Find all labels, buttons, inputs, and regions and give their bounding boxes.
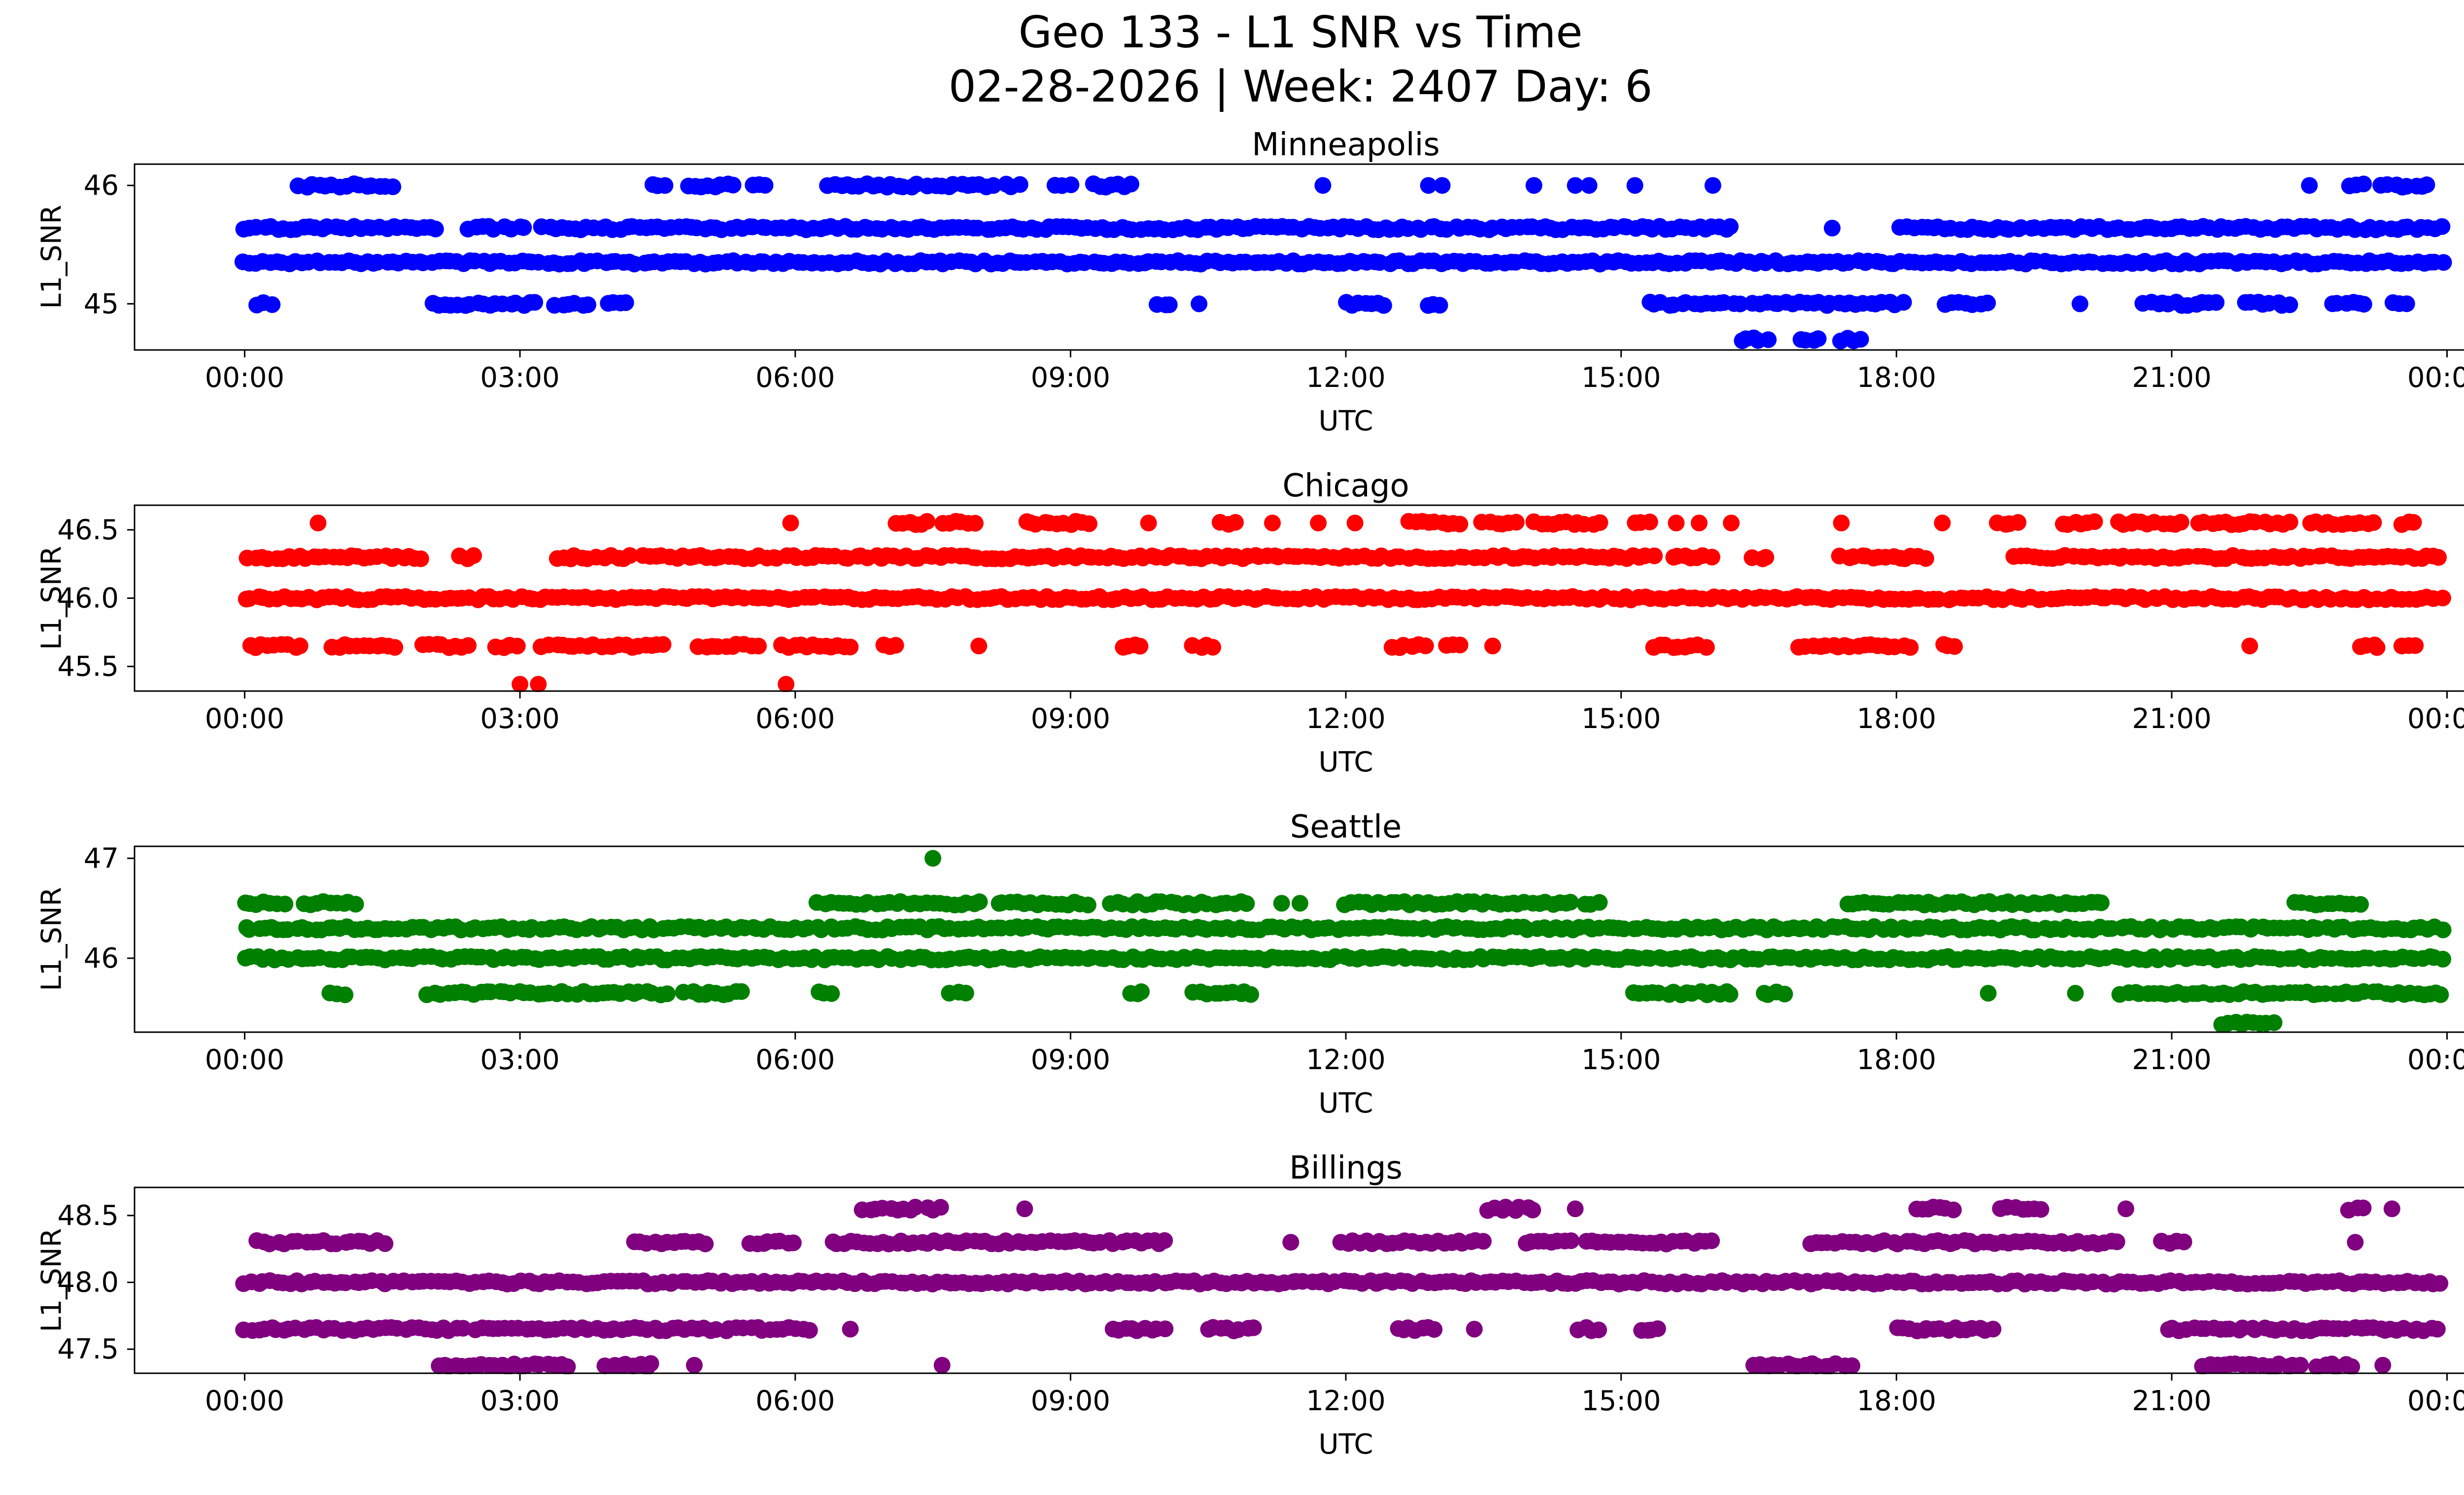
svg-text:47.5: 47.5 (57, 1333, 119, 1365)
svg-text:09:00: 09:00 (1031, 1385, 1110, 1417)
svg-text:09:00: 09:00 (1031, 1044, 1110, 1076)
y-axis-label-minneapolis: L1_SNR (35, 205, 68, 309)
subplot-title-seattle: Seattle (1290, 809, 1402, 845)
chart-title: Geo 133 - L1 SNR vs Time (1018, 7, 1583, 58)
x-axis-label-chicago: UTC (1318, 746, 1373, 778)
svg-text:03:00: 03:00 (480, 1044, 559, 1076)
svg-text:45: 45 (84, 288, 119, 320)
svg-text:21:00: 21:00 (2132, 703, 2211, 735)
svg-text:06:00: 06:00 (755, 703, 835, 735)
svg-text:18:00: 18:00 (1857, 1385, 1936, 1417)
svg-text:46: 46 (84, 170, 119, 202)
svg-text:12:00: 12:00 (1306, 1385, 1385, 1417)
svg-text:06:00: 06:00 (755, 362, 835, 394)
svg-text:09:00: 09:00 (1031, 362, 1110, 394)
svg-text:00:00: 00:00 (205, 362, 284, 394)
svg-text:00:00: 00:00 (205, 703, 284, 735)
subplot-title-chicago: Chicago (1282, 468, 1409, 504)
svg-text:00:00: 00:00 (2407, 1385, 2464, 1417)
svg-text:48.0: 48.0 (57, 1267, 119, 1299)
svg-text:03:00: 03:00 (480, 362, 559, 394)
svg-text:00:00: 00:00 (2407, 1044, 2464, 1076)
x-axis-label-minneapolis: UTC (1318, 405, 1373, 437)
svg-text:03:00: 03:00 (480, 703, 559, 735)
x-axis-label-billings: UTC (1318, 1428, 1373, 1460)
svg-text:03:00: 03:00 (480, 1385, 559, 1417)
svg-text:46: 46 (84, 942, 119, 974)
svg-text:06:00: 06:00 (755, 1044, 835, 1076)
chart-subtitle: 02-28-2026 | Week: 2407 Day: 6 (948, 61, 1653, 112)
svg-text:18:00: 18:00 (1857, 362, 1936, 394)
y-axis-label-seattle: L1_SNR (35, 887, 68, 991)
svg-text:46.5: 46.5 (57, 514, 119, 546)
svg-text:18:00: 18:00 (1857, 703, 1936, 735)
svg-text:00:00: 00:00 (2407, 703, 2464, 735)
svg-text:15:00: 15:00 (1581, 1385, 1661, 1417)
svg-text:45.5: 45.5 (57, 651, 119, 683)
y-axis-label-chicago: L1_SNR (35, 546, 68, 650)
svg-text:21:00: 21:00 (2132, 1385, 2211, 1417)
svg-text:15:00: 15:00 (1581, 362, 1661, 394)
svg-text:00:00: 00:00 (2407, 362, 2464, 394)
svg-text:21:00: 21:00 (2132, 362, 2211, 394)
svg-text:00:00: 00:00 (205, 1044, 284, 1076)
svg-text:46.0: 46.0 (57, 583, 119, 615)
subplot-title-minneapolis: Minneapolis (1252, 127, 1440, 163)
svg-text:06:00: 06:00 (755, 1385, 835, 1417)
svg-text:47: 47 (84, 842, 119, 874)
svg-text:09:00: 09:00 (1031, 703, 1110, 735)
y-axis-label-billings: L1_SNR (35, 1228, 68, 1332)
svg-text:12:00: 12:00 (1306, 362, 1385, 394)
svg-text:15:00: 15:00 (1581, 703, 1661, 735)
svg-text:00:00: 00:00 (205, 1385, 284, 1417)
svg-text:15:00: 15:00 (1581, 1044, 1661, 1076)
svg-text:21:00: 21:00 (2132, 1044, 2211, 1076)
svg-text:12:00: 12:00 (1306, 703, 1385, 735)
x-axis-label-seattle: UTC (1318, 1087, 1373, 1119)
svg-text:12:00: 12:00 (1306, 1044, 1385, 1076)
subplot-title-billings: Billings (1289, 1150, 1403, 1186)
svg-text:18:00: 18:00 (1857, 1044, 1936, 1076)
svg-text:48.5: 48.5 (57, 1200, 119, 1232)
